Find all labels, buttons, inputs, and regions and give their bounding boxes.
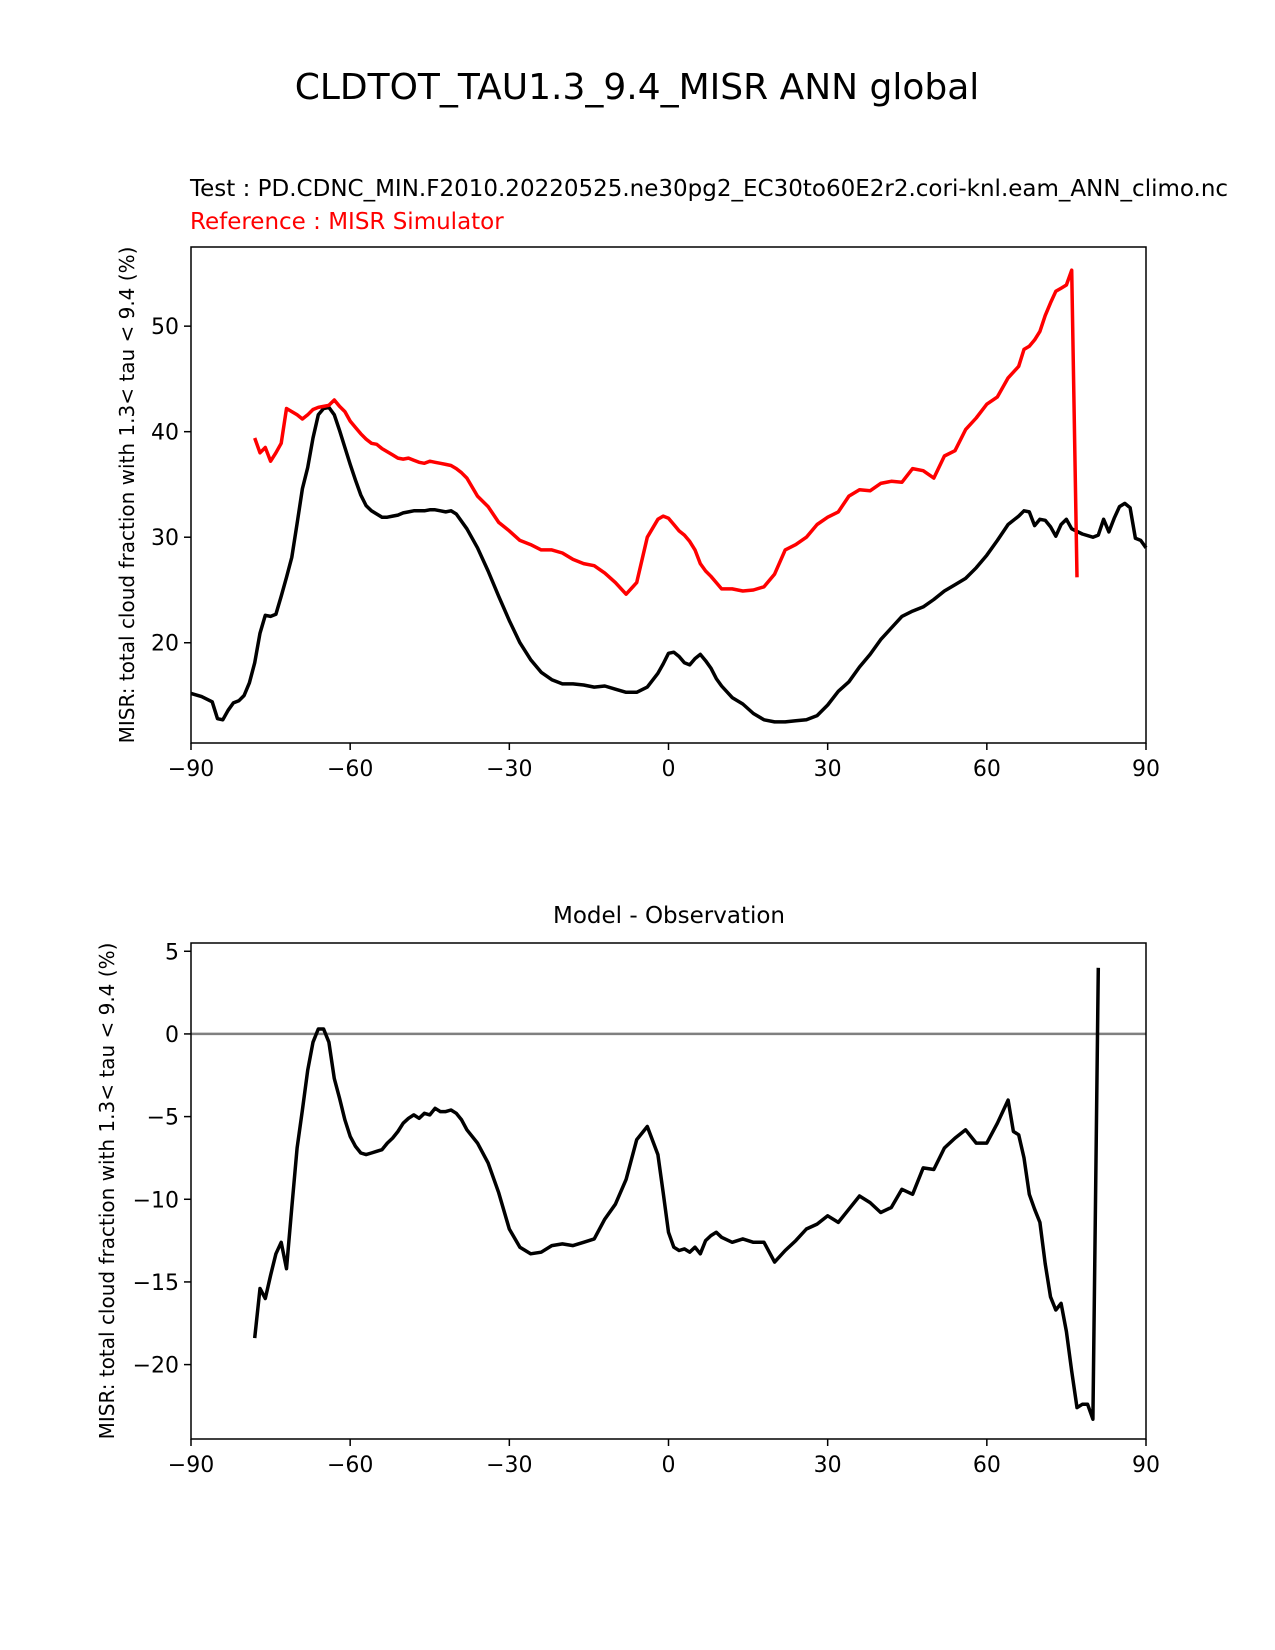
y-tick-label: −10 [133,1188,179,1213]
y-tick-label: −5 [147,1106,179,1131]
bottom-plot-frame [190,942,1147,1440]
top-y-axis-label: MISR: total cloud fraction with 1.3< tau… [115,247,139,744]
y-tick-label: 30 [151,526,179,551]
y-tick-label: 40 [151,421,179,446]
y-tick-label: 20 [151,632,179,657]
series-line-model-observation [252,967,1101,1421]
bottom-axis-ticks: −90 −60 −30 0 30 60 90 −20 −15 −10 −5 0 5 [133,940,1160,1478]
x-tick-label: −60 [327,757,373,782]
x-tick-label: 0 [662,757,676,782]
y-tick-label: 0 [165,1023,179,1048]
x-tick-label: 30 [814,1453,842,1478]
x-tick-label: 0 [662,1453,676,1478]
reference-title: Reference : MISR Simulator [190,209,504,235]
x-tick-label: −90 [168,1453,214,1478]
x-tick-label: 60 [973,1453,1001,1478]
x-tick-label: 90 [1132,1453,1160,1478]
x-tick-label: −90 [168,757,214,782]
x-tick-label: 30 [814,757,842,782]
series-line-test [190,405,1148,724]
x-tick-label: −30 [486,1453,532,1478]
top-axis-ticks: −90 −60 −30 0 30 60 90 20 30 40 50 [151,315,1160,782]
y-tick-label: −20 [133,1354,179,1379]
bottom-chart: Model - Observation −90 −60 −30 0 30 60 90−20−… [95,903,1160,1478]
difference-title: Model - Observation [553,903,785,929]
top-chart: Test : PD.CDNC_MIN.F2010.20220525.ne30pg… [115,176,1228,782]
top-plot-frame [190,246,1147,744]
test-title: Test : PD.CDNC_MIN.F2010.20220525.ne30pg… [189,176,1228,202]
bottom-series-lines [191,967,1146,1421]
x-tick-label: 90 [1132,757,1160,782]
top-series-lines [190,268,1148,724]
x-tick-label: 60 [973,757,1001,782]
y-tick-label: 5 [165,940,179,965]
bottom-y-axis-label: MISR: total cloud fraction with 1.3< tau… [95,943,119,1440]
x-tick-label: −60 [327,1453,373,1478]
y-tick-label: −15 [133,1271,179,1296]
figure-title: CLDTOT_TAU1.3_9.4_MISR ANN global [295,67,980,108]
x-tick-label: −30 [486,757,532,782]
series-line-reference [253,268,1079,596]
y-tick-label: 50 [151,315,179,340]
